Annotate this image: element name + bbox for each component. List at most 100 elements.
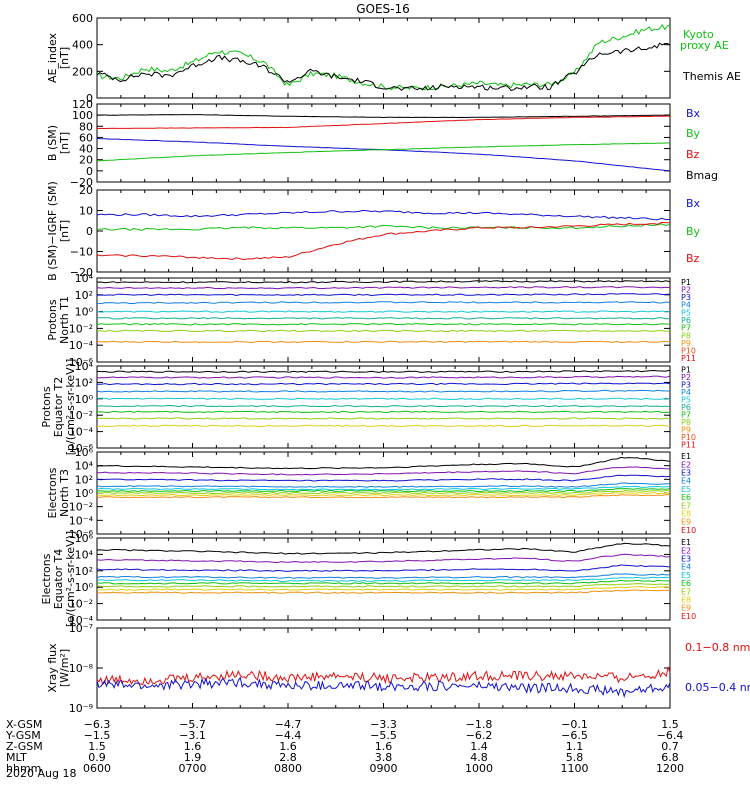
legend-entry: P2	[681, 285, 691, 294]
ephemeris-value: −6.5	[561, 729, 588, 742]
y-tick-label: 120	[72, 98, 93, 111]
legend-entry: P3	[681, 293, 691, 302]
y-tick-label: 10⁻⁶	[69, 356, 94, 369]
y-axis-label: B (SM)−IGRF (SM)	[46, 181, 59, 281]
legend-entry: E8	[681, 596, 691, 605]
legend-entry: P5	[681, 396, 691, 405]
y-tick-label: 10²	[75, 289, 93, 302]
y-tick-label: −10	[70, 246, 93, 259]
legend-entry: Kyoto	[683, 28, 714, 41]
legend-entry: P4	[681, 388, 691, 397]
series-line-0-05-0-4-nm	[96, 676, 671, 699]
legend-entry: E7	[681, 587, 691, 596]
legend-entry: E5	[681, 571, 691, 580]
ephemeris-value: 4.8	[470, 751, 488, 764]
ephemeris-value: −6.2	[466, 729, 493, 742]
legend-entry: E4	[681, 563, 691, 572]
series-line-bz	[96, 221, 670, 261]
legend-entry: E2	[681, 546, 691, 555]
y-tick-label: 80	[79, 120, 93, 133]
ephemeris-value: −6.3	[84, 718, 111, 731]
ephemeris-row-label: Y-GSM	[5, 729, 41, 742]
date-label: 2020 Aug 18	[6, 767, 76, 780]
series-line-p6	[96, 404, 671, 408]
series-line-e8	[96, 491, 671, 497]
panel-pe: 10⁴ 10² 10⁰ 10⁻² 10⁻⁴ 10⁻⁶ Protons Equator T2 [p…	[40, 359, 696, 456]
legend-entry: 0.05−0.4 nm	[685, 681, 750, 694]
legend-entry: Bz	[686, 148, 700, 161]
series-line-bx	[96, 209, 671, 221]
ephemeris-value: 1.5	[88, 740, 106, 753]
legend-entry: P8	[681, 331, 691, 340]
series-line-p2	[96, 375, 671, 379]
ephemeris-value: 3.8	[375, 751, 393, 764]
series-line-p6	[96, 317, 671, 320]
legend-entry: E5	[681, 485, 691, 494]
y-axis-label: Electrons	[40, 553, 53, 604]
ephemeris-value: 0.7	[661, 740, 679, 753]
legend-entry: Bmag	[686, 169, 718, 182]
series-line-e3	[96, 564, 671, 572]
ephemeris-value: 0900	[370, 762, 398, 775]
y-axis-label: [p/(cm²-s-sr-keV)]	[64, 359, 77, 456]
y-axis-label: Xray flux	[46, 643, 59, 693]
series-line-bz	[96, 115, 671, 130]
series-line-p1	[96, 280, 671, 284]
series-line-e1	[96, 542, 671, 555]
y-tick-label: 10	[79, 205, 93, 218]
y-tick-label: 10⁻⁴	[69, 339, 94, 352]
series-line-e4	[96, 573, 671, 579]
y-axis-label: [nT]	[58, 220, 71, 242]
legend-entry: P8	[681, 418, 691, 427]
y-tick-label: 0	[86, 165, 93, 178]
legend-entry: E9	[681, 604, 691, 613]
legend-entry: P6	[681, 403, 691, 412]
y-tick-label: 20	[79, 154, 93, 167]
legend-entry: E6	[681, 579, 691, 588]
y-axis-label: [nT]	[58, 132, 71, 154]
ephemeris-value: 6.8	[661, 751, 679, 764]
y-tick-label: 10⁻⁸	[69, 662, 94, 675]
y-tick-label: 10⁻⁴	[69, 614, 94, 627]
series-line-e1	[96, 456, 671, 470]
ephemeris-value: −4.4	[275, 729, 302, 742]
series-line-by	[96, 223, 671, 231]
legend-entry: P2	[681, 373, 691, 382]
y-tick-label: 10⁴	[75, 548, 94, 561]
y-tick-label: 600	[72, 12, 93, 25]
legend-entry: P3	[681, 381, 691, 390]
legend-entry: E10	[681, 612, 696, 621]
legend-entry: P11	[681, 440, 696, 449]
legend-entry: P4	[681, 301, 691, 310]
series-line-p5	[97, 397, 671, 401]
y-axis-label: Protons	[40, 386, 53, 427]
series-line-p4	[96, 301, 671, 305]
legend-entry: P7	[681, 410, 691, 419]
ephemeris-value: 0700	[179, 762, 207, 775]
legend-entry: By	[686, 127, 701, 140]
y-tick-label: 10⁰	[75, 487, 94, 500]
ephemeris-value: 1100	[561, 762, 589, 775]
ephemeris-table: X-GSM −6.3 −5.7 −4.7 −3.3 −1.8 −0.1 1.5 Y-GSM −1.…	[5, 718, 684, 775]
y-tick-label: 10⁴	[75, 272, 94, 285]
y-tick-label: 60	[79, 131, 93, 144]
legend-entry: E8	[681, 510, 691, 519]
series-group-ae	[96, 23, 671, 91]
legend-entry: proxy AE	[680, 39, 729, 52]
legend-entry: P5	[681, 308, 691, 317]
series-line-e7	[96, 583, 671, 588]
y-tick-label: 10²	[75, 376, 93, 389]
legend-entry: P10	[681, 433, 696, 442]
legend-entry: Themis AE	[682, 70, 741, 83]
ephemeris-value: −5.7	[179, 718, 206, 731]
legend-entry: By	[686, 225, 701, 238]
y-axis-label: [W/m²]	[58, 649, 71, 687]
y-tick-label: 0	[86, 92, 93, 105]
y-tick-label: 10⁻⁴	[69, 426, 94, 439]
y-tick-label: −20	[70, 266, 93, 279]
series-group-xray	[96, 665, 671, 699]
y-tick-label: 10⁴	[75, 360, 94, 373]
ephemeris-value: 1.9	[184, 751, 202, 764]
